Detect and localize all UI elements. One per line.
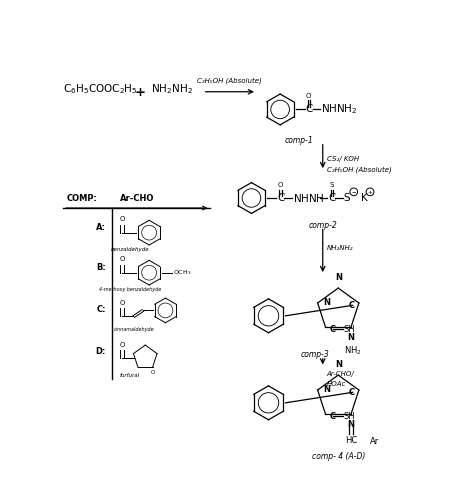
Text: C₂H₅OH (Absolute): C₂H₅OH (Absolute): [197, 77, 262, 84]
Text: O: O: [306, 93, 311, 99]
Text: O: O: [277, 182, 283, 188]
Text: $\mathregular{NHNH_2}$: $\mathregular{NHNH_2}$: [321, 102, 358, 116]
Text: C: C: [329, 325, 336, 334]
Text: C: C: [306, 104, 313, 114]
Text: S: S: [329, 182, 334, 188]
Text: Ar: Ar: [370, 437, 379, 446]
Text: $\mathregular{OCH_3}$: $\mathregular{OCH_3}$: [173, 268, 191, 277]
Text: comp-2: comp-2: [309, 221, 337, 230]
Text: C:: C:: [96, 305, 106, 314]
Text: N: N: [335, 360, 342, 369]
Text: $-$: $-$: [351, 190, 357, 195]
Text: N: N: [323, 298, 330, 307]
Text: D:: D:: [95, 347, 106, 356]
Text: SH: SH: [343, 412, 355, 421]
Text: comp-1: comp-1: [285, 137, 314, 146]
Text: +: +: [135, 86, 146, 99]
Text: NH₂NH₂: NH₂NH₂: [327, 245, 353, 251]
Text: O: O: [119, 216, 125, 222]
Text: C: C: [328, 193, 336, 203]
Text: benzaldehyde: benzaldehyde: [110, 247, 149, 251]
Text: N: N: [323, 386, 330, 395]
Text: N: N: [347, 333, 355, 342]
Text: O: O: [119, 342, 125, 348]
Text: A:: A:: [96, 223, 106, 232]
Text: S: S: [344, 193, 350, 203]
Text: $\mathregular{NH_2}$: $\mathregular{NH_2}$: [344, 344, 362, 356]
Text: N: N: [347, 420, 355, 429]
Text: HOAc: HOAc: [327, 381, 346, 388]
Text: comp-3: comp-3: [301, 350, 329, 359]
Text: O: O: [150, 370, 155, 375]
Text: B:: B:: [96, 263, 106, 272]
Text: 4-methoxy benzaldehyde: 4-methoxy benzaldehyde: [99, 287, 161, 292]
Text: $\mathregular{NHNH}$: $\mathregular{NHNH}$: [292, 192, 324, 204]
Text: O: O: [119, 300, 125, 306]
Text: C: C: [349, 301, 355, 310]
Text: furfural: furfural: [120, 373, 140, 378]
Text: COMP:: COMP:: [67, 194, 98, 203]
Text: $+$: $+$: [367, 188, 373, 196]
Text: $\mathregular{C_6H_5COOC_2H_5}$: $\mathregular{C_6H_5COOC_2H_5}$: [63, 83, 138, 97]
Text: C: C: [329, 412, 336, 421]
Text: C₂H₅OH (Absolute): C₂H₅OH (Absolute): [327, 166, 392, 173]
Text: $\mathregular{NH_2NH_2}$: $\mathregular{NH_2NH_2}$: [151, 83, 193, 97]
Text: HC: HC: [345, 436, 357, 445]
Text: cinnamaldehyde: cinnamaldehyde: [113, 327, 154, 332]
Text: C: C: [277, 193, 284, 203]
Text: C: C: [349, 388, 355, 397]
Text: Ar-CHO/: Ar-CHO/: [327, 371, 355, 377]
Text: K: K: [361, 193, 367, 203]
Text: Ar-CHO: Ar-CHO: [120, 194, 154, 203]
Text: N: N: [335, 273, 342, 282]
Text: comp- 4 (A-D): comp- 4 (A-D): [311, 452, 365, 461]
Text: O: O: [119, 256, 125, 262]
Text: SH: SH: [343, 325, 355, 334]
Text: CS₂/ KOH: CS₂/ KOH: [327, 156, 359, 162]
